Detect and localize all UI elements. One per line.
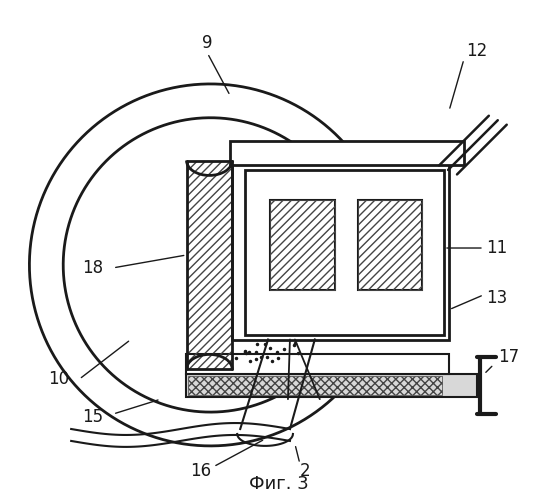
Text: 13: 13 — [486, 288, 508, 306]
Polygon shape — [245, 170, 444, 334]
Text: 16: 16 — [190, 462, 211, 480]
Text: 15: 15 — [83, 408, 103, 426]
Polygon shape — [358, 200, 422, 290]
Polygon shape — [232, 156, 449, 340]
Polygon shape — [230, 140, 464, 166]
Text: 12: 12 — [466, 42, 487, 60]
Text: 9: 9 — [202, 34, 212, 52]
Text: 2: 2 — [300, 462, 310, 480]
Polygon shape — [187, 160, 232, 370]
Polygon shape — [30, 84, 345, 446]
Text: 10: 10 — [48, 370, 69, 388]
Text: 17: 17 — [498, 348, 519, 366]
Polygon shape — [186, 374, 477, 397]
Polygon shape — [270, 200, 335, 290]
Text: 11: 11 — [486, 239, 508, 257]
Text: 18: 18 — [83, 259, 103, 277]
Text: Фиг. 3: Фиг. 3 — [249, 474, 309, 492]
Polygon shape — [186, 354, 449, 374]
